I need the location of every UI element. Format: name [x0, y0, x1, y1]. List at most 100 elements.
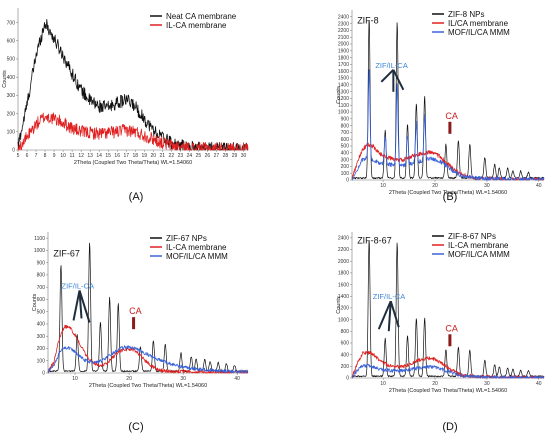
panel-label: (B)	[443, 191, 458, 203]
x-tick-label: 10	[380, 381, 386, 387]
y-tick-label: 800	[341, 329, 350, 335]
y-tick-label: 1400	[338, 83, 349, 89]
y-tick-label: 1900	[338, 49, 349, 55]
x-tick-label: 40	[234, 376, 240, 382]
y-tick-label: 600	[37, 297, 46, 303]
y-tick-label: 1300	[338, 89, 349, 95]
x-tick-label: 7	[35, 153, 38, 159]
y-tick-label: 300	[341, 157, 350, 163]
y-tick-label: 1700	[338, 62, 349, 68]
y-tick-label: 2200	[338, 28, 349, 34]
y-tick-label: 200	[37, 346, 46, 352]
y-tick-label: 1500	[338, 76, 349, 82]
annotation-label: ZIF/IL-CA	[373, 292, 406, 301]
annotation-label: ZIF-67	[53, 249, 80, 259]
y-tick-label: 2400	[338, 236, 349, 242]
y-tick-label: 900	[37, 260, 46, 266]
annotation-label: CA	[445, 111, 458, 121]
x-tick-label: 30	[484, 381, 490, 387]
y-tick-label: 200	[341, 164, 350, 170]
y-tick-label: 0	[42, 371, 45, 377]
legend-entry: ZIF-8 NPs	[448, 10, 484, 19]
x-tick-label: 5	[17, 153, 20, 159]
x-tick-label: 28	[223, 153, 229, 159]
y-tick-label: 1200	[338, 96, 349, 102]
annotation-label: CA	[445, 323, 458, 333]
annotation-arrow	[448, 121, 452, 134]
x-tick-label: 40	[536, 381, 542, 387]
x-tick-label: 30	[484, 183, 490, 189]
x-tick-label: 26	[205, 153, 211, 159]
annotation-arrow	[392, 69, 405, 91]
x-tick-label: 10	[72, 376, 78, 382]
annotation-arrow	[389, 300, 400, 328]
x-tick-label: 29	[232, 153, 238, 159]
series-line-mof-il-ca-mmm	[351, 363, 545, 379]
annotation-arrow	[72, 290, 81, 321]
y-tick-label: 500	[7, 57, 16, 63]
y-tick-label: 500	[37, 309, 46, 315]
y-tick-label: 100	[37, 358, 46, 364]
y-tick-label: 1800	[338, 271, 349, 277]
annotation-arrow	[377, 300, 392, 330]
legend-entry: MOF/IL/CA MMM	[448, 28, 510, 37]
y-tick-label: 0	[12, 148, 15, 154]
x-tick-label: 21	[160, 153, 166, 159]
panel-label: (D)	[442, 421, 457, 433]
x-tick-label: 18	[132, 153, 138, 159]
y-tick-label: 1800	[338, 55, 349, 61]
x-tick-label: 14	[96, 153, 102, 159]
x-axis-label: 2Theta (Coupled Two Theta/Theta) WL=1.54…	[74, 160, 192, 166]
series-line-mof-il-ca-mmm	[351, 69, 545, 181]
y-axis-label: Counts	[2, 70, 8, 88]
y-tick-label: 1000	[338, 110, 349, 116]
y-tick-label: 2300	[338, 21, 349, 27]
series-line-zif-67-nps	[47, 242, 249, 373]
x-tick-label: 15	[105, 153, 111, 159]
y-tick-label: 200	[7, 111, 16, 117]
y-tick-label: 2000	[338, 42, 349, 48]
annotation-label: ZIF-8	[357, 16, 379, 26]
y-tick-label: 0	[346, 178, 349, 184]
y-tick-label: 0	[346, 376, 349, 382]
y-tick-label: 1100	[34, 236, 45, 242]
legend-entry: Neat CA membrane	[166, 12, 237, 21]
y-tick-label: 2400	[338, 15, 349, 21]
x-tick-label: 27	[214, 153, 220, 159]
y-axis-label: Counts	[336, 86, 342, 104]
legend-entry: ZIF-8-67 NPs	[448, 232, 496, 241]
legend-entry: IL-CA membrane	[448, 241, 509, 250]
legend-entry: IL/CA membrane	[448, 19, 509, 28]
panel-label: (A)	[129, 191, 144, 203]
legend-entry: ZIF-67 NPs	[166, 234, 207, 243]
y-axis-label: Counts	[32, 294, 38, 312]
y-tick-label: 400	[37, 322, 46, 328]
y-tick-label: 1600	[338, 282, 349, 288]
x-axis-label: 2Theta (Coupled Two Theta/Theta) WL=1.54…	[389, 388, 507, 394]
legend-entry: MOF/IL/CA MMM	[448, 250, 510, 259]
series-line-mof-il-ca-mmm	[47, 345, 249, 374]
y-tick-label: 1100	[338, 103, 349, 109]
series-line-il-ca-membrane	[17, 112, 249, 151]
y-tick-label: 600	[7, 38, 16, 44]
y-tick-label: 1000	[338, 317, 349, 323]
x-tick-label: 20	[432, 183, 438, 189]
y-tick-label: 700	[7, 20, 16, 26]
annotation-arrow	[380, 69, 395, 83]
y-tick-label: 400	[341, 352, 350, 358]
y-tick-label: 400	[341, 151, 350, 157]
legend-entry: IL-CA membrane	[166, 21, 227, 30]
y-tick-label: 600	[341, 137, 350, 143]
annotation-arrow	[448, 334, 452, 347]
x-tick-label: 10	[60, 153, 66, 159]
x-tick-label: 13	[87, 153, 93, 159]
annotation-label: CA	[129, 306, 142, 316]
x-tick-label: 20	[126, 376, 132, 382]
x-tick-label: 30	[241, 153, 247, 159]
y-tick-label: 900	[341, 117, 350, 123]
x-tick-label: 17	[123, 153, 129, 159]
annotation-label: ZIF/IL-CA	[375, 61, 408, 70]
x-tick-label: 11	[70, 153, 75, 159]
x-tick-label: 20	[151, 153, 157, 159]
